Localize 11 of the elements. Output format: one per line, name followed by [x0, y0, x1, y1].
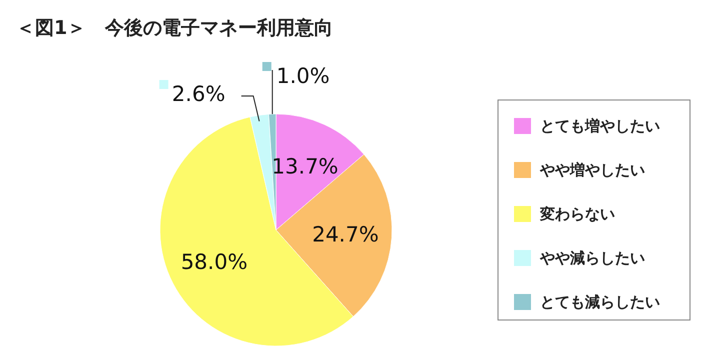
- legend-label: 変わらない: [539, 205, 615, 223]
- chart-title: ＜図1＞ 今後の電子マネー利用意向: [16, 17, 334, 39]
- data-label: 1.0%: [276, 64, 330, 88]
- legend-label: やや増やしたい: [539, 161, 645, 179]
- data-label: 13.7%: [272, 154, 338, 179]
- legend-label: やや減らしたい: [539, 249, 645, 267]
- legend-label: とても増やしたい: [540, 117, 660, 135]
- data-label: 58.0%: [180, 250, 248, 274]
- legend-label: とても減らしたい: [540, 293, 660, 311]
- data-label: 2.6%: [172, 82, 226, 106]
- data-label: 24.7%: [312, 222, 379, 247]
